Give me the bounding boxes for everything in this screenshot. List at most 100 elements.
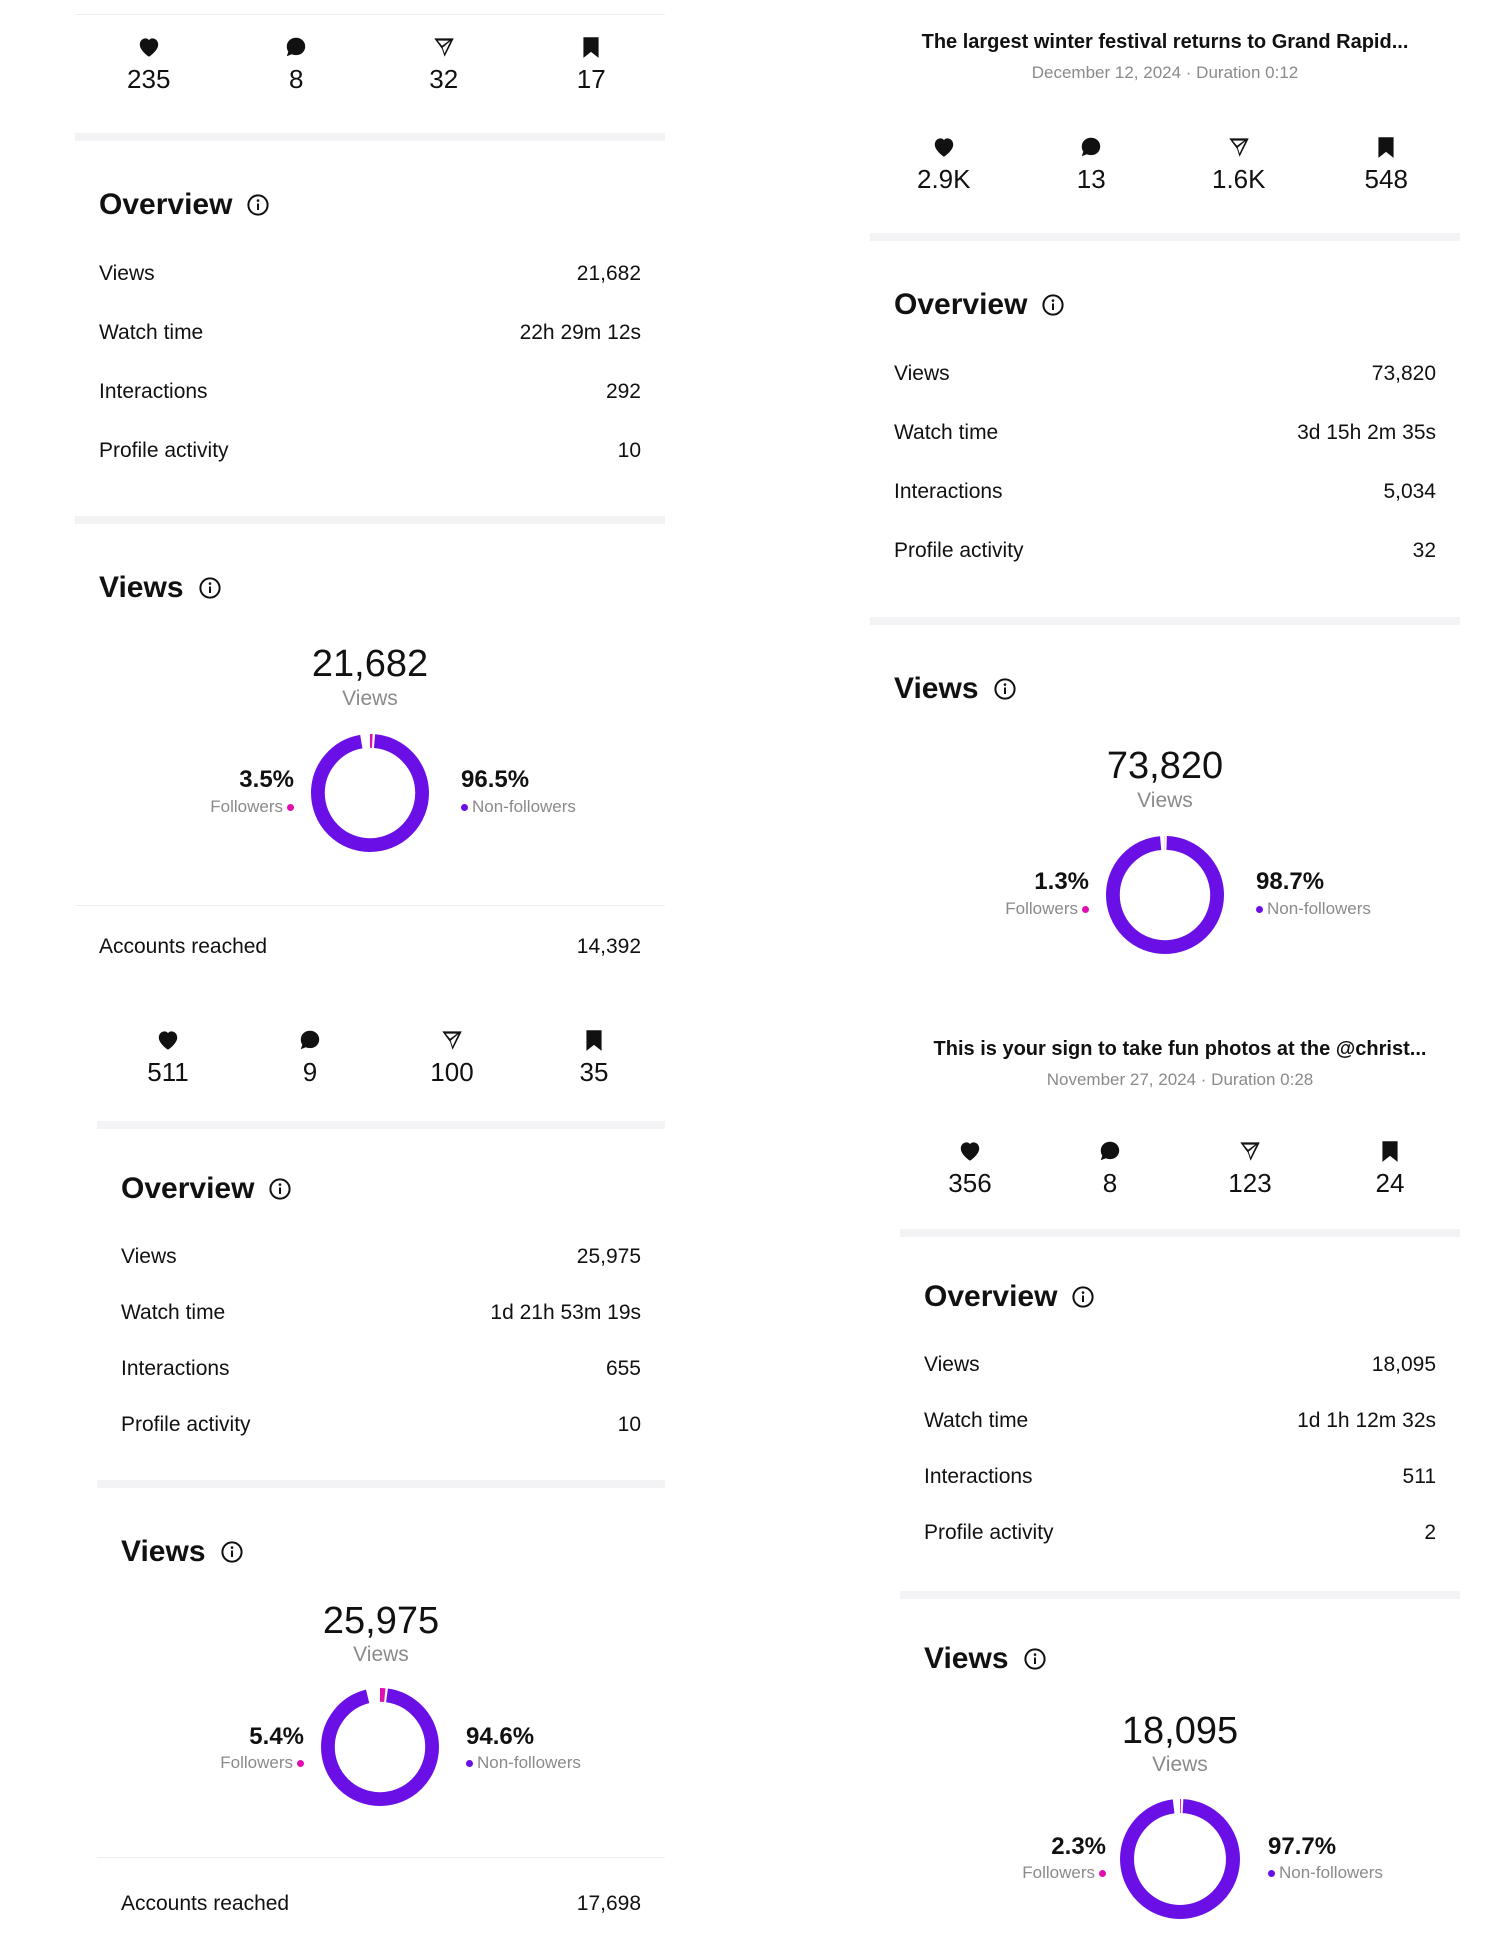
- followers-dot: [1099, 1869, 1106, 1877]
- overview-heading: Overview: [924, 1280, 1095, 1314]
- engagement-stats: 235 8 32 17: [75, 34, 665, 92]
- non-followers-legend: Non-followers: [466, 1753, 581, 1773]
- info-icon[interactable]: [220, 1540, 244, 1564]
- section-separator: [870, 233, 1460, 241]
- shares-stat: 123: [1180, 1138, 1320, 1196]
- overview-row-interactions: Interactions 511: [924, 1465, 1436, 1489]
- post-meta: December 12, 2024 · Duration 0:12: [1031, 63, 1299, 82]
- info-icon[interactable]: [198, 576, 222, 600]
- views-heading: Views: [121, 1535, 244, 1569]
- non-followers-label: Non-followers: [477, 1753, 581, 1772]
- info-icon[interactable]: [1041, 293, 1065, 317]
- likes-stat: 235: [75, 34, 223, 92]
- info-icon[interactable]: [1071, 1285, 1095, 1309]
- non-followers-legend: Non-followers: [1268, 1863, 1383, 1883]
- followers-percent: 2.3%: [1051, 1833, 1106, 1860]
- send-icon: [1226, 134, 1252, 160]
- heart-icon: [931, 134, 957, 160]
- bookmark-icon: [578, 34, 604, 60]
- row-value: 1d 1h 12m 32s: [1297, 1409, 1436, 1432]
- likes-stat: 511: [97, 1027, 239, 1085]
- right-top-panel: The largest winter festival returns to G…: [870, 0, 1460, 990]
- post-title[interactable]: The largest winter festival returns to G…: [921, 31, 1409, 53]
- views-title: Views: [99, 571, 184, 604]
- accounts-reached-row: Accounts reached 17,698: [121, 1892, 641, 1916]
- section-separator: [900, 1591, 1460, 1599]
- divider: [75, 905, 665, 906]
- overview-title: Overview: [924, 1280, 1058, 1313]
- engagement-stats: 2.9K 13 1.6K 548: [870, 134, 1460, 192]
- overview-title: Overview: [99, 188, 233, 221]
- views-total: 25,975: [322, 1600, 440, 1642]
- overview-row-profile-activity: Profile activity 32: [894, 539, 1436, 563]
- row-label: Interactions: [99, 380, 208, 403]
- non-followers-label: Non-followers: [1267, 899, 1371, 918]
- row-value: 25,975: [576, 1245, 641, 1268]
- comment-icon: [1097, 1138, 1123, 1164]
- overview-heading: Overview: [894, 288, 1065, 322]
- info-icon[interactable]: [993, 677, 1017, 701]
- views-title: Views: [924, 1642, 1009, 1675]
- row-value: 655: [605, 1357, 641, 1380]
- row-value: 21,682: [576, 262, 641, 285]
- post-meta: November 27, 2024 · Duration 0:28: [1046, 1070, 1314, 1089]
- followers-percent: 3.5%: [239, 766, 294, 793]
- section-separator: [870, 617, 1460, 625]
- info-icon[interactable]: [268, 1177, 292, 1201]
- overview-heading: Overview: [121, 1172, 292, 1206]
- shares-count: 1.6K: [1212, 164, 1266, 194]
- row-value: 18,095: [1371, 1353, 1436, 1376]
- heart-icon: [155, 1027, 181, 1053]
- overview-title: Overview: [894, 288, 1028, 321]
- followers-label: Followers: [1022, 1863, 1095, 1882]
- row-value: 22h 29m 12s: [519, 321, 641, 344]
- overview-row-views: Views 21,682: [99, 262, 641, 286]
- views-total-label: Views: [353, 1643, 409, 1666]
- send-icon: [431, 34, 457, 60]
- row-label: Profile activity: [894, 539, 1024, 562]
- info-icon[interactable]: [246, 193, 270, 217]
- views-total-label: Views: [1152, 1753, 1208, 1776]
- bookmark-icon: [1377, 1138, 1403, 1164]
- non-followers-percent: 96.5%: [461, 766, 530, 793]
- likes-count: 235: [127, 64, 171, 94]
- engagement-stats: 511 9 100 35: [97, 1027, 665, 1085]
- row-label: Views: [121, 1245, 177, 1268]
- shares-stat: 100: [381, 1027, 523, 1085]
- heart-icon: [136, 34, 162, 60]
- info-icon[interactable]: [1023, 1647, 1047, 1671]
- views-heading: Views: [894, 672, 1017, 706]
- overview-heading: Overview: [99, 188, 270, 222]
- shares-count: 100: [430, 1057, 474, 1087]
- saves-count: 548: [1364, 164, 1408, 194]
- views-total-label: Views: [342, 687, 398, 710]
- row-value: 73,820: [1371, 362, 1436, 385]
- followers-percent: 1.3%: [1034, 868, 1089, 895]
- overview-row-watch-time: Watch time 1d 21h 53m 19s: [121, 1301, 641, 1325]
- overview-row-profile-activity: Profile activity 10: [121, 1413, 641, 1437]
- followers-dot: [1082, 905, 1089, 913]
- followers-legend: Followers: [1022, 1863, 1106, 1883]
- overview-row-interactions: Interactions 5,034: [894, 480, 1436, 504]
- views-total: 18,095: [1121, 1710, 1239, 1752]
- donut-slice-followers: [311, 734, 429, 852]
- overview-row-views: Views 25,975: [121, 1245, 641, 1269]
- row-value: 10: [617, 1413, 641, 1436]
- non-followers-dot: [1256, 905, 1263, 913]
- non-followers-legend: Non-followers: [461, 797, 576, 817]
- post-title[interactable]: This is your sign to take fun photos at …: [933, 1038, 1427, 1060]
- non-followers-label: Non-followers: [472, 797, 576, 816]
- divider: [75, 14, 665, 15]
- shares-stat: 1.6K: [1165, 134, 1313, 192]
- row-label: Profile activity: [99, 439, 229, 462]
- views-donut: [1106, 836, 1224, 954]
- comments-count: 8: [289, 64, 304, 94]
- followers-percent: 5.4%: [249, 1723, 304, 1750]
- bookmark-icon: [581, 1027, 607, 1053]
- row-value: 14,392: [576, 935, 641, 958]
- accounts-reached-row: Accounts reached 14,392: [99, 935, 641, 959]
- row-label: Profile activity: [121, 1413, 251, 1436]
- overview-row-views: Views 73,820: [894, 362, 1436, 386]
- heart-icon: [957, 1138, 983, 1164]
- followers-label: Followers: [210, 797, 283, 816]
